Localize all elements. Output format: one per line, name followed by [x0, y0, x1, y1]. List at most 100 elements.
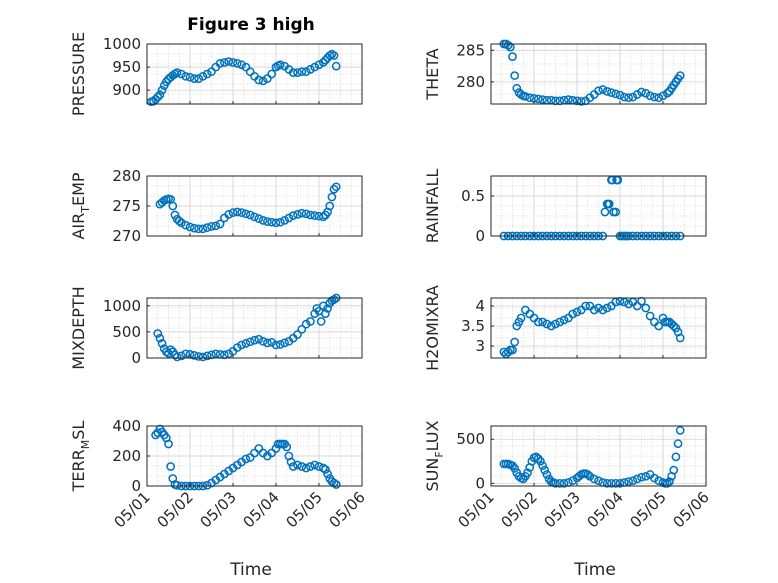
- data-point: [194, 352, 203, 361]
- data-series-air_temp: [155, 182, 341, 234]
- data-point: [564, 95, 573, 104]
- x-tick-label: 05/06: [326, 488, 369, 531]
- data-point: [581, 301, 590, 311]
- data-point: [538, 317, 547, 327]
- data-point: [155, 90, 165, 100]
- data-point: [267, 338, 277, 347]
- data-point: [301, 67, 311, 77]
- data-point: [245, 67, 255, 77]
- data-point: [228, 58, 238, 67]
- data-point: [632, 90, 642, 99]
- data-point: [540, 465, 550, 475]
- data-point: [600, 207, 610, 217]
- y-tick-label: 3.5: [461, 317, 485, 335]
- x-tick-label: 05/02: [154, 488, 197, 531]
- x-tick-label: 05/04: [584, 488, 627, 531]
- data-point: [241, 209, 251, 219]
- x-tick-label: 05/05: [283, 488, 326, 531]
- y-tick-label: 400: [112, 417, 141, 435]
- data-point: [275, 60, 285, 70]
- y-tick-label: 1000: [103, 35, 141, 53]
- data-point: [508, 52, 517, 61]
- data-point: [293, 460, 302, 470]
- data-point: [202, 351, 212, 361]
- y-axis-label: PRESSURE: [69, 32, 88, 116]
- data-point: [542, 470, 552, 479]
- data-point: [181, 220, 191, 230]
- data-series-pressure: [146, 49, 341, 107]
- data-point: [293, 68, 302, 77]
- x-axis-label-right: Time: [573, 560, 616, 580]
- data-point: [310, 309, 320, 318]
- y-axis-label: MIXDEPTH: [69, 286, 88, 369]
- data-point: [329, 478, 339, 488]
- data-point: [189, 351, 199, 360]
- data-point: [297, 208, 307, 218]
- data-point: [263, 74, 272, 83]
- y-tick-label: 950: [112, 58, 141, 76]
- data-point: [282, 442, 292, 452]
- data-point: [318, 463, 328, 473]
- data-point: [329, 184, 339, 194]
- data-point: [172, 352, 182, 362]
- data-point: [198, 224, 208, 234]
- data-point: [521, 305, 530, 315]
- y-tick-label: 270: [112, 227, 141, 245]
- data-point: [250, 448, 259, 458]
- x-tick-label: 05/06: [670, 488, 713, 531]
- data-point: [254, 214, 264, 223]
- subplot-pressure: 900 950 1000 PRESSURE: [69, 32, 363, 116]
- data-point: [536, 456, 545, 466]
- data-point: [198, 352, 208, 362]
- data-point: [632, 474, 642, 484]
- data-point: [576, 97, 586, 106]
- data-point: [258, 76, 268, 86]
- data-point: [669, 465, 679, 475]
- data-point: [224, 210, 234, 219]
- data-point: [245, 210, 255, 220]
- data-point: [538, 461, 547, 471]
- data-point: [619, 92, 629, 102]
- data-point: [594, 86, 603, 96]
- data-point: [555, 479, 565, 488]
- data-point: [215, 59, 225, 68]
- data-point: [318, 58, 328, 67]
- data-point: [523, 468, 532, 478]
- data-series-h2omixra: [499, 296, 685, 359]
- data-point: [224, 57, 234, 66]
- data-point: [181, 71, 191, 81]
- data-point: [202, 223, 212, 232]
- data-point: [288, 462, 298, 471]
- data-point: [538, 95, 547, 104]
- data-point: [512, 83, 522, 93]
- data-point: [675, 71, 685, 80]
- y-tick-label: 0: [475, 474, 485, 492]
- y-axis-label: TERRMSL: [69, 421, 92, 493]
- data-point: [232, 207, 242, 217]
- data-point: [306, 210, 315, 220]
- data-point: [174, 216, 184, 226]
- data-point: [194, 74, 203, 83]
- data-point: [598, 85, 608, 94]
- data-point: [602, 479, 612, 488]
- data-point: [157, 85, 167, 95]
- data-point: [164, 439, 173, 449]
- data-point: [288, 68, 298, 77]
- data-point: [533, 317, 543, 327]
- y-tick-label: 280: [112, 167, 141, 185]
- y-tick-label: 4: [475, 297, 485, 315]
- data-point: [185, 72, 195, 82]
- data-point: [607, 479, 616, 488]
- axes-box: [490, 425, 707, 487]
- data-point: [611, 89, 621, 99]
- data-point: [224, 349, 234, 359]
- y-tick-label: 0.5: [461, 187, 485, 205]
- data-point: [611, 479, 621, 488]
- y-tick-label: 900: [112, 81, 141, 99]
- data-point: [245, 337, 255, 347]
- data-point: [650, 317, 659, 327]
- data-point: [325, 201, 335, 211]
- x-tick-label: 05/01: [455, 488, 498, 531]
- y-tick-label: 0: [131, 477, 141, 495]
